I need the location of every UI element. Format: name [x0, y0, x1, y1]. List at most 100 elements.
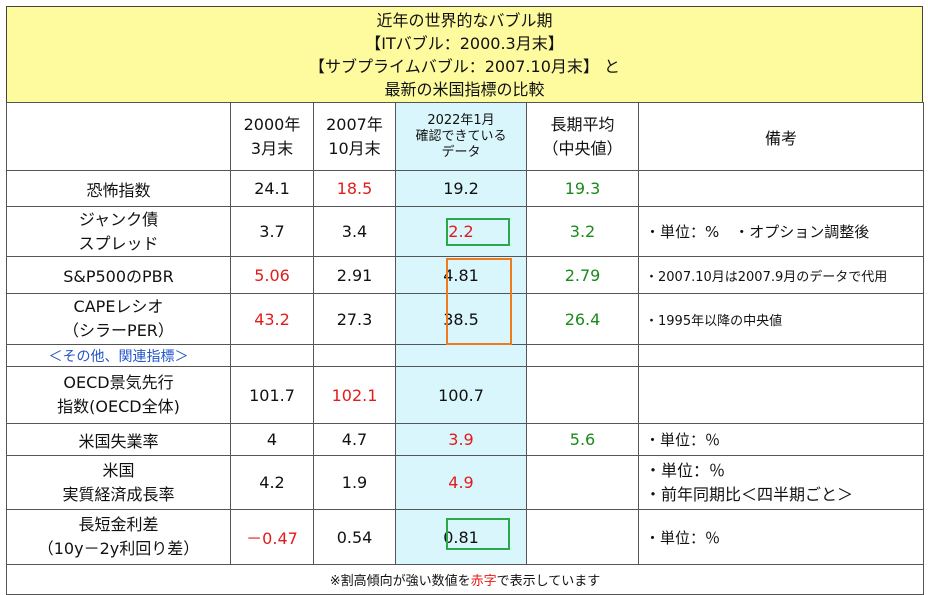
header-2000: 2000年 3月末 [230, 102, 314, 171]
footer-red: 赤字 [470, 574, 497, 589]
row-footer: ※割高傾向が強い数値を赤字で表示しています [6, 564, 924, 595]
cell-2000: －0.47 [230, 509, 314, 565]
note-line2: ・前年同期比＜四半期ごと＞ [645, 484, 854, 504]
header-2022-line1: 2022年1月 [427, 112, 495, 128]
row-label-line2: 実質経済成長率 [62, 484, 175, 504]
title-line-4: 最新の米国指標の比較 [384, 80, 545, 99]
cell-2000: 5.06 [230, 256, 314, 294]
cell-empty [526, 344, 639, 367]
row-label: 恐怖指数 [6, 170, 231, 207]
row-pbr: S&P500のPBR 5.06 2.91 4.81 2.79 ・2007.10月… [6, 256, 924, 294]
row-unemployment: 米国失業率 4 4.7 3.9 5.6 ・単位：％ [6, 423, 924, 456]
row-section-other: ＜その他、関連指標＞ [6, 344, 924, 367]
row-label: 米国失業率 [6, 423, 231, 456]
note-line1: ・単位：％ [645, 460, 726, 480]
cell-note: ・単位：％ [638, 423, 924, 456]
cell-2007: 102.1 [313, 366, 396, 424]
cell-long: 19.3 [526, 170, 639, 207]
cell-2022: 19.2 [395, 170, 527, 207]
cell-empty [230, 344, 314, 367]
header-2022-line2: 確認できている [415, 128, 507, 144]
row-label-line1: 米国 [102, 460, 135, 480]
row-label-line1: ジャンク債 [78, 209, 159, 229]
cell-empty [313, 344, 396, 367]
header-blank [6, 102, 231, 171]
row-gdp: 米国 実質経済成長率 4.2 1.9 4.9 ・単位：％ ・前年同期比＜四半期ご… [6, 455, 924, 510]
cell-note [638, 366, 924, 424]
cell-note: ・1995年以降の中央値 [638, 293, 924, 345]
cell-2007: 1.9 [313, 455, 396, 510]
cell-2000: 4 [230, 423, 314, 456]
cell-note: ・2007.10月は2007.9月のデータで代用 [638, 256, 924, 294]
sheet-title: 近年の世界的なバブル期 【ITバブル：2000.3月末】 【サブプライムバブル：… [6, 6, 923, 103]
row-label: 米国 実質経済成長率 [6, 455, 231, 510]
header-2007: 2007年 10月末 [313, 102, 396, 171]
footer-post: で表示しています [496, 574, 601, 589]
header-long-line2: （中央値） [542, 138, 623, 158]
cell-2022: 3.9 [395, 423, 527, 456]
cell-2007: 3.4 [313, 206, 396, 257]
cell-2022: 100.7 [395, 366, 527, 424]
cell-long: 3.2 [526, 206, 639, 257]
row-fear-index: 恐怖指数 24.1 18.5 19.2 19.3 [6, 170, 924, 207]
cell-long [526, 455, 639, 510]
cell-2007: 2.91 [313, 256, 396, 294]
row-label: 長短金利差 （10y－2y利回り差） [6, 509, 231, 565]
cell-note [638, 170, 924, 207]
cell-long: 2.79 [526, 256, 639, 294]
cell-2022: 2.2 [395, 206, 527, 257]
cell-2022: 4.81 [395, 256, 527, 294]
cell-2000: 24.1 [230, 170, 314, 207]
row-label-line1: CAPEレシオ [73, 297, 164, 316]
header-2007-line1: 2007年 [326, 114, 383, 134]
cell-empty [395, 344, 527, 367]
header-2022: 2022年1月 確認できている データ [395, 102, 527, 171]
cell-2000: 3.7 [230, 206, 314, 257]
cell-2007: 18.5 [313, 170, 396, 207]
indicator-table: 2000年 3月末 2007年 10月末 2022年1月 確認できている データ… [6, 102, 924, 595]
header-note: 備考 [638, 102, 924, 171]
cell-2022: 4.9 [395, 455, 527, 510]
cell-note: ・単位：% ・オプション調整後 [638, 206, 924, 257]
row-label-line2: 指数(OECD全体) [57, 397, 180, 416]
row-label-line2: スプレッド [78, 233, 159, 253]
cell-2022: 38.5 [395, 293, 527, 345]
cell-long [526, 509, 639, 565]
header-long-line1: 長期平均 [550, 114, 615, 134]
title-line-2: 【ITバブル：2000.3月末】 [365, 34, 564, 53]
cell-2007: 0.54 [313, 509, 396, 565]
highlight-box-junk [446, 218, 510, 246]
row-junk-spread: ジャンク債 スプレッド 3.7 3.4 2.2 3.2 ・単位：% ・オプション… [6, 206, 924, 257]
cell-note: ・単位：％ ・前年同期比＜四半期ごと＞ [638, 455, 924, 510]
header-2000-line1: 2000年 [243, 114, 301, 134]
cell-2000: 43.2 [230, 293, 314, 345]
cell-long [526, 366, 639, 424]
cell-2007: 4.7 [313, 423, 396, 456]
cell-long: 5.6 [526, 423, 639, 456]
header-2007-line2: 10月末 [328, 138, 381, 158]
cell-2007: 27.3 [313, 293, 396, 345]
row-label-line1: 長短金利差 [78, 515, 159, 534]
row-label-line2: （10y－2y利回り差） [37, 539, 200, 558]
cell-2000: 101.7 [230, 366, 314, 424]
highlight-box-valuation [446, 258, 512, 345]
cell-note: ・単位：％ [638, 509, 924, 565]
footer-note: ※割高傾向が強い数値を赤字で表示しています [6, 564, 924, 595]
title-line-3: 【サブプライムバブル：2007.10月末】 と [309, 57, 620, 76]
row-label-line1: OECD景気先行 [63, 373, 174, 392]
header-2022-line3: データ [441, 144, 481, 160]
header-long-term: 長期平均 （中央値） [526, 102, 639, 171]
row-cape: CAPEレシオ （シラーPER） 43.2 27.3 38.5 26.4 ・19… [6, 293, 924, 345]
header-row: 2000年 3月末 2007年 10月末 2022年1月 確認できている データ… [6, 102, 924, 171]
highlight-box-spread [446, 518, 510, 550]
row-label: OECD景気先行 指数(OECD全体) [6, 366, 231, 424]
row-label: S&P500のPBR [6, 256, 231, 294]
header-2000-line2: 3月末 [250, 138, 294, 158]
cell-empty [638, 344, 924, 367]
row-label: ジャンク債 スプレッド [6, 206, 231, 257]
footer-pre: ※割高傾向が強い数値を [329, 574, 471, 589]
row-oecd: OECD景気先行 指数(OECD全体) 101.7 102.1 100.7 [6, 366, 924, 424]
row-label: CAPEレシオ （シラーPER） [6, 293, 231, 345]
row-label-line2: （シラーPER） [63, 321, 174, 340]
